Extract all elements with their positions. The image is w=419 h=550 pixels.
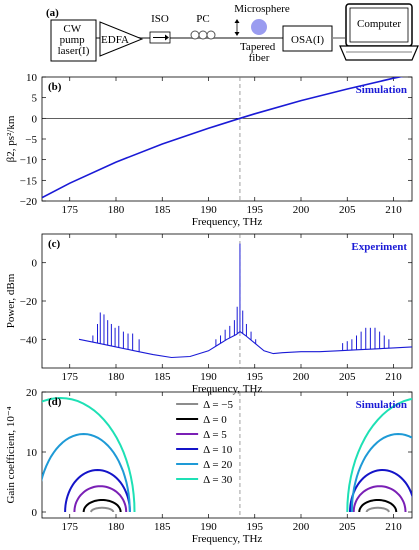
x-tick-label: 185: [154, 204, 171, 216]
iso-label: ISO: [151, 13, 169, 25]
x-tick-label: 175: [62, 204, 79, 216]
x-tick-label: 180: [108, 204, 125, 216]
computer-icon: [339, 3, 419, 61]
gain-curve: [42, 432, 131, 513]
legend-entry: Δ = 5: [203, 429, 227, 441]
pc-label: PC: [196, 13, 209, 25]
isolator-arrowhead: [165, 34, 169, 41]
x-tick-label: 210: [385, 371, 402, 383]
x-tick-label: 200: [293, 371, 310, 383]
gain-curve: [82, 499, 122, 513]
x-tick-label: 195: [247, 521, 264, 533]
panel-annotation: Simulation: [356, 84, 407, 96]
y-tick-label: −5: [25, 134, 37, 146]
x-tick-label: 185: [154, 371, 171, 383]
x-tick-label: 210: [385, 204, 402, 216]
y-tick-label: −15: [20, 175, 38, 187]
panel-annotation: Experiment: [351, 241, 407, 253]
x-tick-label: 200: [293, 521, 310, 533]
microsphere: [251, 19, 267, 35]
gain-curve: [64, 468, 131, 513]
gain-curve: [346, 397, 412, 513]
gain-curve: [42, 396, 136, 513]
y-tick-label: 0: [32, 258, 38, 270]
y-tick-label: −40: [20, 334, 38, 346]
microsphere-label: Microsphere: [234, 3, 290, 15]
gain-curve: [73, 485, 128, 513]
pc-loop-1: [190, 30, 200, 40]
x-tick-label: 205: [339, 204, 356, 216]
y-tick-label: 10: [26, 447, 38, 459]
x-tick-label: 175: [62, 371, 79, 383]
series-line: [42, 77, 404, 199]
gain-curve: [358, 499, 398, 513]
y-tick-label: −20: [20, 296, 38, 308]
legend-entry: Δ = 10: [203, 444, 233, 456]
edfa-label: EDFA: [101, 34, 129, 46]
y-axis-label: β2, ps²/km: [5, 115, 17, 162]
x-tick-label: 205: [339, 521, 356, 533]
x-axis-label: Frequency, THz: [192, 216, 263, 228]
plot-area: [42, 396, 412, 513]
setup-panel-label: (a): [46, 7, 59, 19]
legend-entry: Δ = 30: [203, 474, 233, 486]
gain-curve: [352, 485, 407, 513]
x-tick-label: 195: [247, 204, 264, 216]
legend-entry: Δ = 0: [203, 414, 227, 426]
x-tick-label: 205: [339, 371, 356, 383]
panel-label: (b): [48, 81, 62, 93]
y-tick-label: 0: [32, 113, 38, 125]
gain-curve: [365, 506, 390, 513]
gap-arrow-down: [234, 32, 240, 36]
y-tick-label: 10: [26, 72, 38, 84]
x-tick-label: 180: [108, 521, 125, 533]
gap-arrow-up: [234, 19, 240, 23]
y-tick-label: −20: [20, 196, 38, 208]
y-tick-label: 5: [32, 93, 38, 105]
y-tick-label: 20: [26, 387, 38, 399]
tapered-fiber-label: Tapered fiber: [240, 41, 278, 64]
x-tick-label: 190: [200, 521, 217, 533]
chart-panel-2: 175 180 185 190 195 200 205 210 0 −20 −40 (c) Experi…: [5, 233, 413, 395]
edfa-amplifier: [99, 21, 144, 57]
chart-panel-1: 175 180 185 190 195 200 205 210 −20 −15 −10 −5 0 5 10 (…: [5, 72, 413, 228]
pump-laser-label: CW pump laser(I): [58, 23, 90, 57]
y-axis-label: Power, dBm: [5, 273, 17, 328]
pump-laser-box: [50, 19, 97, 62]
y-axis-label: Gain coefficient, 10⁻⁴: [5, 406, 17, 503]
x-tick-label: 190: [200, 371, 217, 383]
x-tick-label: 210: [385, 521, 402, 533]
plot-area: [42, 77, 404, 199]
x-tick-label: 200: [293, 204, 310, 216]
series-line: [78, 330, 412, 359]
legend-entry: Δ = −5: [203, 399, 233, 411]
y-tick-label: −10: [20, 155, 38, 167]
x-tick-label: 185: [154, 521, 171, 533]
plot-area: [78, 243, 412, 359]
x-axis-label: Frequency, THz: [192, 533, 263, 545]
y-tick-label: 0: [32, 507, 38, 519]
pc-loop-3: [206, 30, 216, 40]
panel-label: (d): [48, 396, 62, 408]
chart-panel-3: 175 180 185 190 195 200 205 210 0 10 20 Δ = −5 Δ = 0…: [5, 387, 413, 545]
computer-label: Computer: [357, 18, 401, 30]
panel-annotation: Simulation: [356, 399, 407, 411]
x-tick-label: 180: [108, 371, 125, 383]
x-tick-label: 175: [62, 521, 79, 533]
gain-curve: [350, 432, 412, 513]
setup-diagram: (a) CW pump laser(I) EDFA ISO PC Microsp…: [46, 3, 419, 64]
gain-curve: [90, 506, 115, 513]
osa-label: OSA(I): [291, 34, 324, 46]
panel-label: (c): [48, 238, 61, 250]
x-tick-label: 190: [200, 204, 217, 216]
x-tick-label: 195: [247, 371, 264, 383]
legend-entry: Δ = 20: [203, 459, 233, 471]
pc-loop-2: [198, 30, 208, 40]
x-axis-label: Frequency, THz: [192, 383, 263, 395]
legend: Δ = −5 Δ = 0 Δ = 5 Δ = 10 Δ = 20 Δ = 30: [176, 399, 233, 486]
plot-frame: [41, 391, 413, 519]
